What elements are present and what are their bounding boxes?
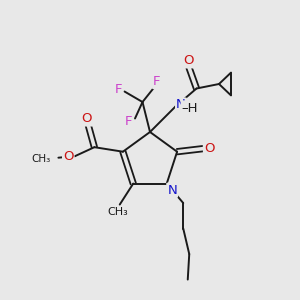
Text: CH₃: CH₃ [108,207,129,217]
Text: F: F [124,115,132,128]
Text: F: F [115,82,122,96]
Text: O: O [63,150,74,163]
Text: O: O [82,112,92,125]
Text: –H: –H [182,101,198,115]
Text: F: F [153,75,161,88]
Text: O: O [183,54,194,68]
Text: N: N [176,98,186,112]
Text: O: O [204,142,214,154]
Text: N: N [167,184,177,197]
Text: CH₃: CH₃ [32,154,51,164]
